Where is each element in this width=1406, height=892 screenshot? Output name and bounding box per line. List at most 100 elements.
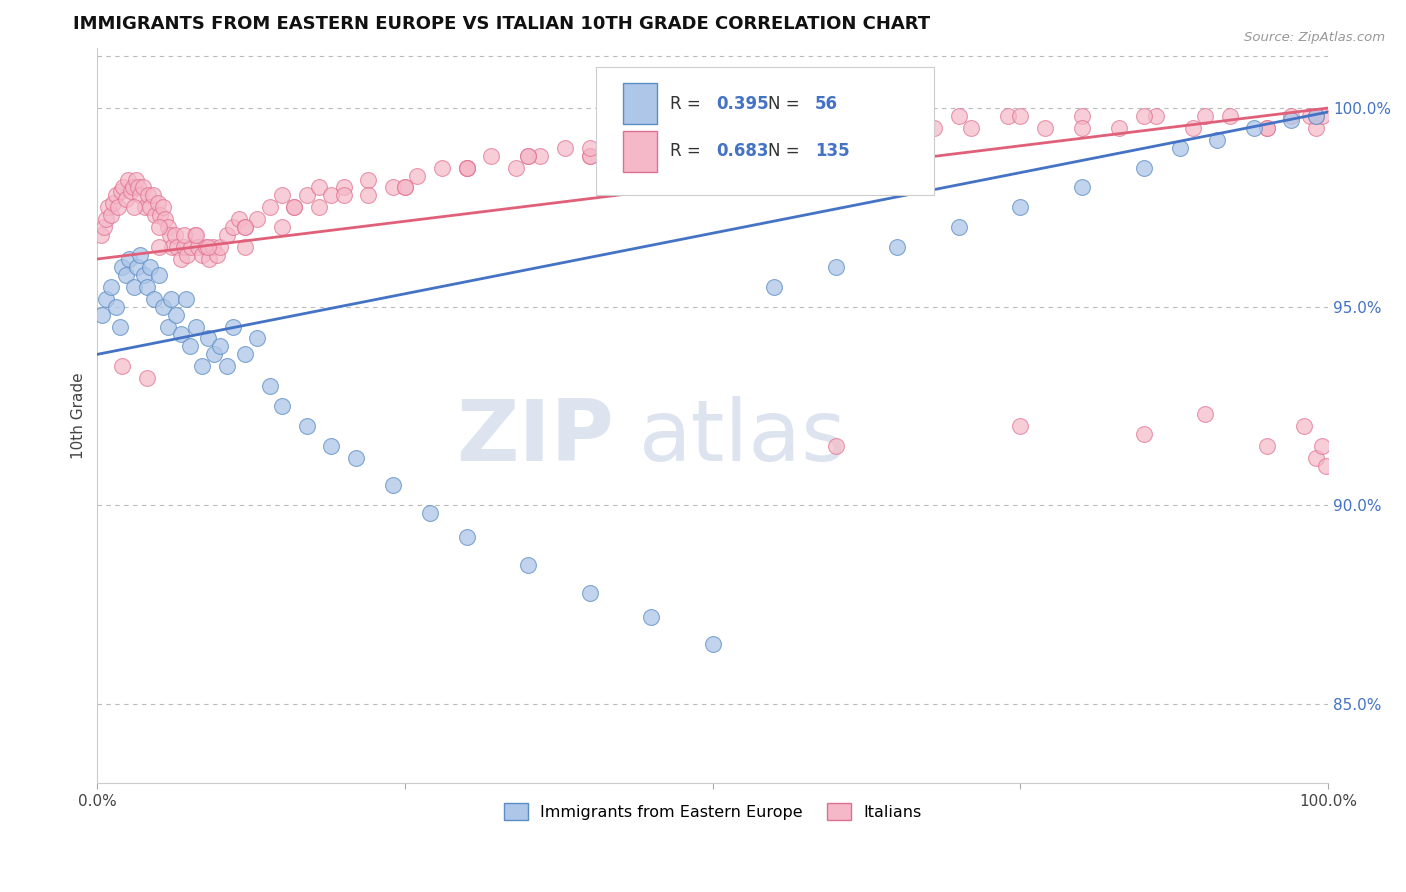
Point [948, 220, 970, 235]
Point [259, 379, 281, 393]
Point [1206, 133, 1229, 147]
Point [104, 188, 127, 202]
Point [702, 133, 724, 147]
Point [1170, 141, 1192, 155]
Point [197, 240, 219, 254]
Point [1256, 120, 1278, 135]
Text: R =: R = [669, 95, 706, 112]
Point [456, 161, 478, 175]
Point [1256, 439, 1278, 453]
Point [332, 188, 354, 202]
Point [603, 141, 626, 155]
Point [132, 180, 155, 194]
Point [107, 200, 129, 214]
Point [183, 228, 205, 243]
Point [233, 347, 256, 361]
Point [174, 292, 197, 306]
Point [173, 228, 195, 243]
Point [394, 180, 416, 194]
Point [1243, 120, 1265, 135]
Point [1132, 161, 1154, 175]
Point [153, 212, 176, 227]
Point [194, 240, 217, 254]
Point [640, 609, 662, 624]
Text: 0.683: 0.683 [717, 143, 769, 161]
Point [152, 200, 174, 214]
Point [1033, 120, 1056, 135]
Text: 0.395: 0.395 [717, 95, 769, 112]
Point [134, 268, 156, 282]
FancyBboxPatch shape [623, 83, 658, 124]
Point [640, 133, 662, 147]
Point [1298, 109, 1320, 123]
Point [156, 220, 179, 235]
Point [1010, 200, 1032, 214]
Point [456, 161, 478, 175]
Text: atlas: atlas [638, 396, 846, 480]
Point [922, 120, 945, 135]
Point [960, 120, 983, 135]
Point [775, 128, 797, 143]
Point [1279, 112, 1302, 127]
Point [111, 260, 134, 274]
Point [1310, 109, 1333, 123]
Point [271, 220, 294, 235]
Point [197, 331, 219, 345]
Point [222, 319, 245, 334]
Point [702, 128, 724, 143]
Point [1256, 120, 1278, 135]
Point [209, 339, 232, 353]
Point [824, 439, 846, 453]
Point [578, 141, 600, 155]
Point [578, 149, 600, 163]
Point [456, 530, 478, 544]
Point [295, 418, 318, 433]
Point [381, 478, 404, 492]
Point [1010, 109, 1032, 123]
Point [215, 359, 238, 374]
Point [505, 161, 527, 175]
Point [824, 260, 846, 274]
Point [136, 188, 159, 202]
Point [202, 347, 225, 361]
Point [114, 193, 136, 207]
Legend: Immigrants from Eastern Europe, Italians: Immigrants from Eastern Europe, Italians [498, 797, 928, 827]
Point [159, 228, 181, 243]
Point [179, 339, 201, 353]
Point [222, 220, 245, 235]
Point [124, 172, 146, 186]
Point [117, 172, 139, 186]
Point [1305, 120, 1327, 135]
Point [125, 260, 148, 274]
Point [142, 188, 165, 202]
Point [191, 359, 214, 374]
Point [184, 319, 207, 334]
Point [118, 252, 141, 266]
Point [139, 260, 162, 274]
Text: ZIP: ZIP [457, 396, 614, 480]
Point [554, 141, 576, 155]
Point [114, 268, 136, 282]
Point [162, 240, 184, 254]
Point [676, 133, 699, 147]
Point [135, 371, 157, 385]
Point [209, 240, 232, 254]
Point [94, 212, 117, 227]
Point [1315, 458, 1337, 473]
Text: N =: N = [768, 95, 806, 112]
Point [1305, 109, 1327, 123]
Point [184, 228, 207, 243]
Point [148, 220, 170, 235]
Point [1181, 120, 1204, 135]
Point [202, 240, 225, 254]
Point [90, 228, 112, 243]
Point [165, 308, 187, 322]
Point [108, 319, 131, 334]
Point [180, 240, 202, 254]
Point [173, 240, 195, 254]
Point [93, 220, 115, 235]
Point [419, 506, 441, 520]
Point [170, 252, 193, 266]
Point [321, 188, 343, 202]
Point [321, 439, 343, 453]
